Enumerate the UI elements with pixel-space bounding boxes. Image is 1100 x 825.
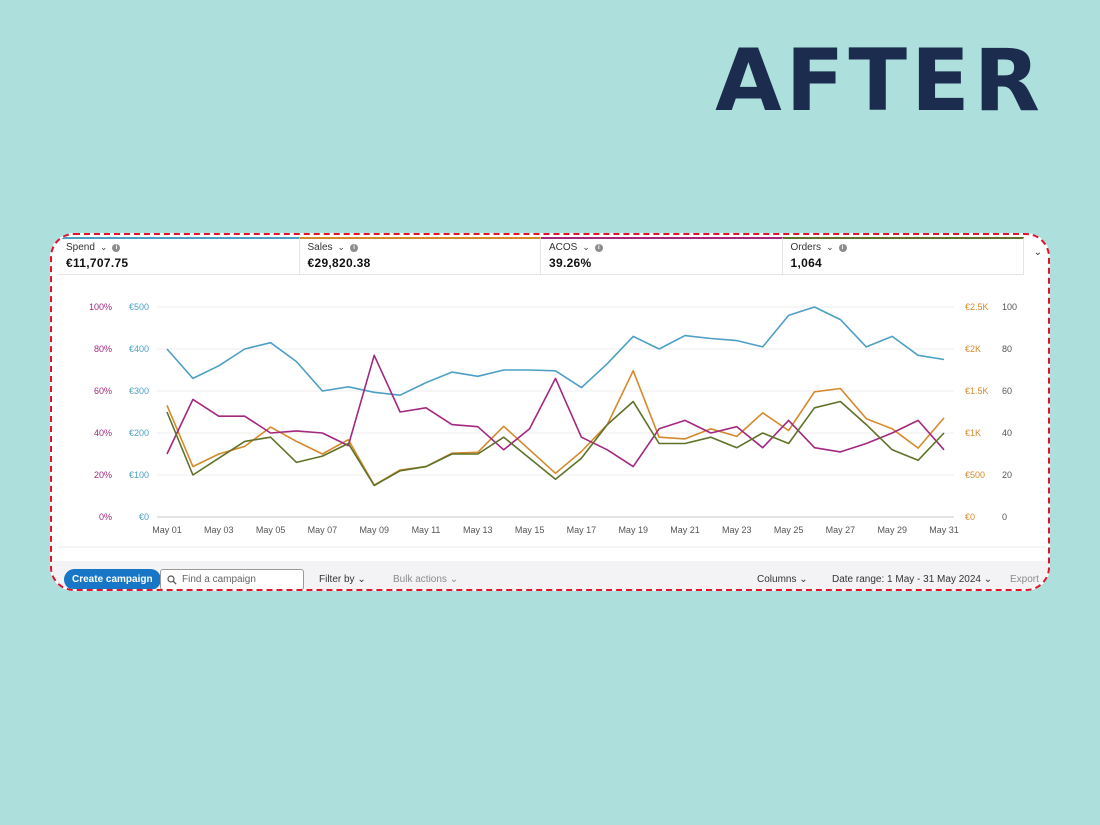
metric-value: 39.26% [549, 256, 592, 270]
x-axis-tick-label: May 25 [774, 525, 804, 535]
series-line-spend [166, 306, 945, 396]
chevron-down-icon[interactable]: ⌄ [826, 242, 834, 252]
search-icon [167, 574, 177, 585]
metric-value: €29,820.38 [307, 256, 371, 270]
bulk-actions-dropdown[interactable]: Bulk actions ⌄ [393, 574, 458, 585]
info-icon[interactable]: i [112, 243, 121, 252]
sales-axis-tick-label: €0 [965, 512, 975, 522]
spend-axis-tick-label: €200 [129, 428, 149, 438]
x-axis-tick-label: May 17 [567, 525, 597, 535]
metric-label: Sales [307, 242, 333, 253]
metric-value: 1,064 [790, 256, 823, 270]
acos-axis-tick-label: 40% [94, 428, 112, 438]
series-line-sales [166, 370, 945, 486]
dashboard-frame: Spend ⌄ i €11,707.75 Sales ⌄ i €29,820.38 AC… [50, 233, 1050, 591]
chevron-down-icon: ⌄ [983, 574, 993, 585]
performance-chart: 0% 20% 40% 60% 80% 100% €0 €100 €200 €300 €400 €500… [58, 302, 1046, 548]
metric-tile-orders[interactable]: Orders ⌄ i 1,064 [782, 237, 1024, 275]
acos-axis-tick-label: 60% [94, 386, 112, 396]
info-icon[interactable]: i [594, 243, 603, 252]
search-input[interactable] [182, 574, 292, 585]
search-box[interactable] [160, 569, 304, 589]
spend-axis-tick-label: €400 [129, 344, 149, 354]
spend-axis-tick-label: €300 [129, 386, 149, 396]
chevron-down-icon[interactable]: ⌄ [582, 242, 590, 252]
series-line-orders [166, 400, 945, 487]
after-heading: AFTER [715, 31, 1044, 131]
metric-tile-sales[interactable]: Sales ⌄ i €29,820.38 [299, 237, 541, 275]
sales-axis-tick-label: €500 [965, 470, 985, 480]
orders-axis-tick-label: 40 [1002, 428, 1012, 438]
acos-axis-tick-label: 80% [94, 344, 112, 354]
sales-axis-tick-label: €1K [965, 428, 981, 438]
orders-axis-tick-label: 0 [1002, 512, 1007, 522]
create-campaign-button[interactable]: Create campaign [64, 569, 161, 589]
chevron-down-icon: ⌄ [357, 574, 366, 585]
collapse-chevron-icon[interactable]: ⌄ [1033, 247, 1042, 258]
campaign-toolbar: Create campaign Filter by ⌄ Bulk actions… [52, 561, 1048, 589]
filter-label: Filter by [319, 574, 355, 585]
filter-dropdown[interactable]: Filter by ⌄ [319, 574, 366, 585]
columns-dropdown[interactable]: Columns ⌄ [757, 574, 808, 585]
acos-axis-tick-label: 0% [99, 512, 112, 522]
metric-label: Spend [66, 242, 95, 253]
chevron-down-icon: ⌄ [799, 574, 808, 585]
x-axis-tick-label: May 11 [412, 525, 441, 535]
chevron-down-icon: ⌄ [449, 574, 459, 585]
x-axis-tick-label: May 27 [826, 525, 856, 535]
x-axis-tick-label: May 03 [204, 525, 234, 535]
export-button[interactable]: Export [1010, 574, 1039, 585]
spend-axis-tick-label: €0 [139, 512, 149, 522]
metric-value: €11,707.75 [66, 256, 129, 270]
x-axis-tick-label: May 05 [256, 525, 286, 535]
info-icon[interactable]: i [350, 243, 359, 252]
columns-label: Columns [757, 574, 797, 585]
metric-tile-spend[interactable]: Spend ⌄ i €11,707.75 [58, 237, 300, 275]
acos-axis-tick-label: 100% [89, 302, 112, 312]
chevron-down-icon[interactable]: ⌄ [337, 242, 346, 252]
x-axis-tick-label: May 13 [463, 525, 493, 535]
x-axis-tick-label: May 21 [670, 525, 700, 535]
date-range-dropdown[interactable]: Date range: 1 May - 31 May 2024 ⌄ [832, 574, 992, 585]
orders-axis-tick-label: 60 [1002, 386, 1012, 396]
x-axis-tick-label: May 01 [152, 525, 182, 535]
metric-label: ACOS [549, 242, 578, 253]
x-axis-tick-label: May 31 [929, 525, 959, 535]
x-axis-tick-label: May 07 [308, 525, 338, 535]
x-axis-tick-label: May 19 [618, 525, 648, 535]
orders-axis-tick-label: 20 [1002, 470, 1012, 480]
sales-axis-tick-label: €2K [965, 344, 981, 354]
info-icon[interactable]: i [838, 243, 847, 252]
series-line-acos [166, 354, 945, 468]
x-axis-tick-label: May 23 [722, 525, 752, 535]
metric-label: Orders [790, 242, 822, 253]
spend-axis-tick-label: €100 [129, 470, 149, 480]
x-axis-tick-label: May 15 [515, 525, 545, 535]
sales-axis-tick-label: €2.5K [965, 302, 989, 312]
metric-tiles: Spend ⌄ i €11,707.75 Sales ⌄ i €29,820.38 AC… [58, 237, 1024, 275]
date-range-label: Date range: 1 May - 31 May 2024 [832, 574, 981, 585]
metric-tile-acos[interactable]: ACOS ⌄ i 39.26% [541, 237, 783, 275]
acos-axis-tick-label: 20% [94, 470, 112, 480]
x-axis-tick-label: May 09 [359, 525, 389, 535]
x-axis-tick-label: May 29 [877, 525, 907, 535]
chevron-down-icon[interactable]: ⌄ [99, 242, 108, 252]
sales-axis-tick-label: €1.5K [965, 386, 989, 396]
bulk-actions-label: Bulk actions [393, 574, 447, 585]
spend-axis-tick-label: €500 [129, 302, 149, 312]
orders-axis-tick-label: 80 [1002, 344, 1012, 354]
orders-axis-tick-label: 100 [1002, 302, 1017, 312]
